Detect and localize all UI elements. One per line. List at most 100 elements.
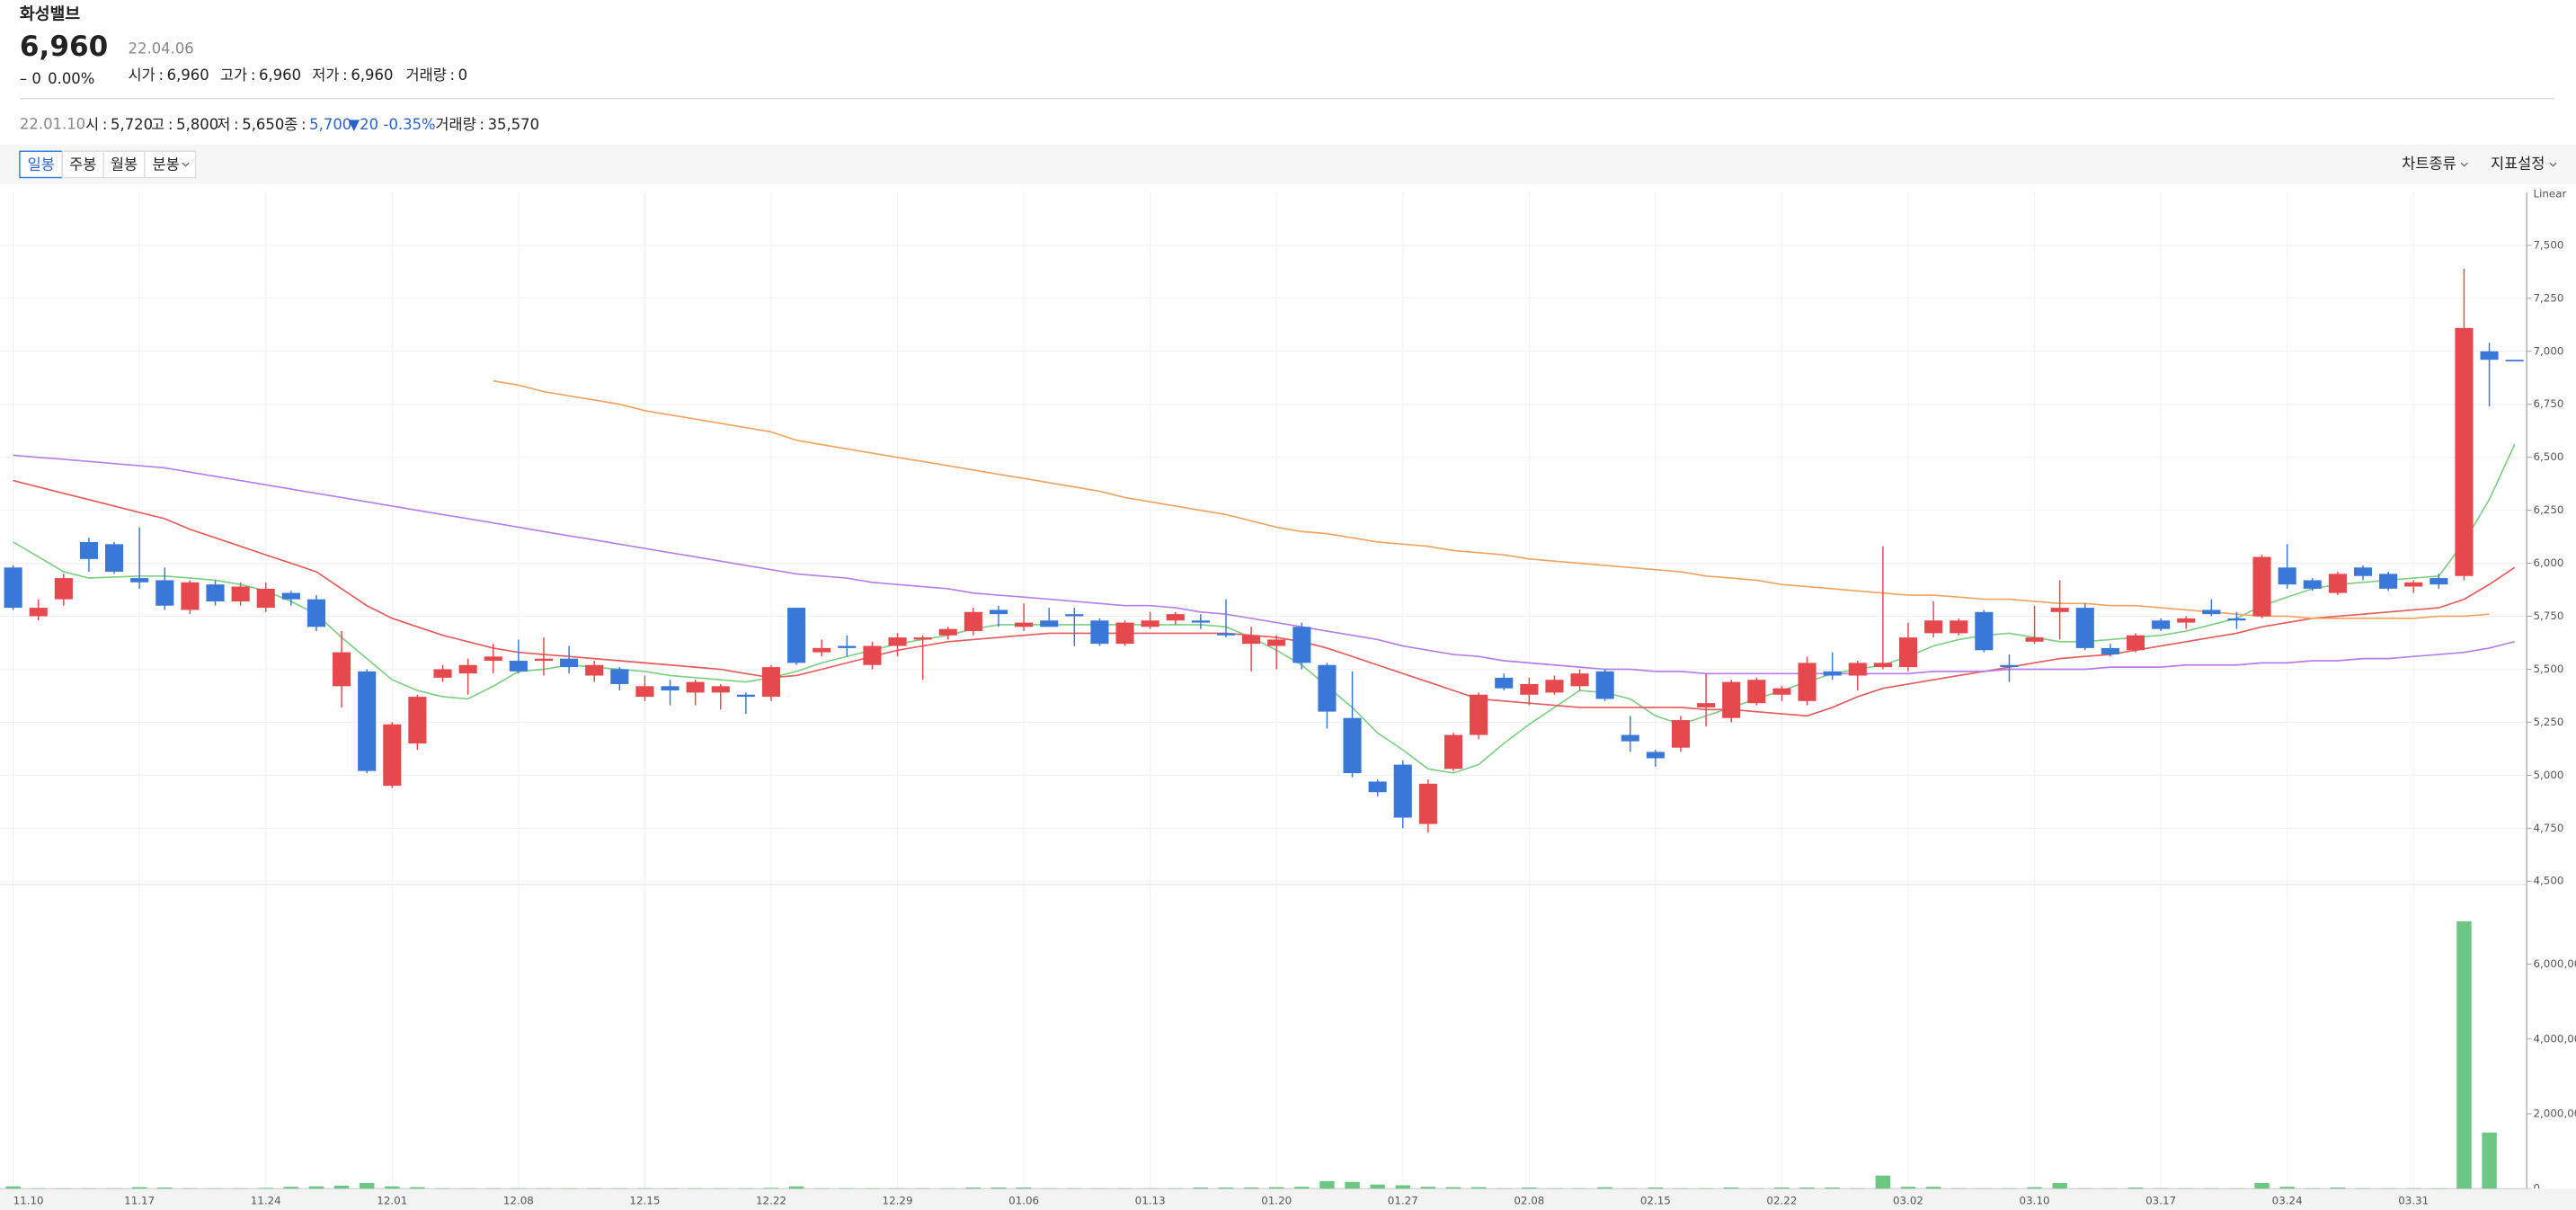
volume-bar	[1395, 1185, 1410, 1189]
candle-body	[256, 588, 275, 609]
candle-body	[1141, 620, 1159, 627]
price: 6,960	[20, 31, 108, 63]
period-label[interactable]: 주봉	[69, 156, 96, 173]
candle-body	[306, 599, 326, 627]
candle-body	[2000, 664, 2019, 668]
candle-body	[2227, 618, 2246, 621]
info-value: 5,800	[176, 115, 218, 132]
candle-body	[787, 608, 806, 663]
x-tick-label: 12.08	[503, 1194, 534, 1206]
info-sep: :	[479, 115, 484, 132]
candle-body	[1090, 620, 1109, 645]
candle-body	[838, 645, 857, 648]
date-axis-band	[0, 1188, 2576, 1210]
candle-body	[2379, 574, 2398, 589]
info-label: 고	[151, 115, 164, 132]
candle-body	[2353, 567, 2373, 576]
candle-body	[863, 645, 882, 665]
toolbar	[0, 144, 2576, 184]
info-item: 저:5,650	[217, 115, 284, 132]
volume-tick-label: 6,000,000	[2533, 957, 2576, 970]
menu-label[interactable]: 차트종류	[2402, 155, 2456, 172]
candle-body	[661, 686, 680, 691]
volume-tick-label: 4,000,000	[2533, 1032, 2576, 1045]
candle-body	[2025, 637, 2044, 642]
period-button[interactable]	[61, 150, 104, 179]
candle-body	[2505, 360, 2524, 362]
volume-bar	[788, 1186, 804, 1189]
volume-bar	[283, 1187, 299, 1189]
candle-body	[1798, 663, 1817, 701]
x-tick-label: 11.10	[13, 1194, 44, 1206]
candle-body	[534, 658, 554, 662]
candle-body	[1368, 781, 1387, 793]
volume-bar	[131, 1187, 147, 1189]
candle-body	[1950, 620, 1968, 634]
quote-item: 거래량:0	[405, 67, 467, 84]
info-value: 5,700	[309, 115, 351, 132]
x-tick-label: 03.10	[2020, 1194, 2050, 1206]
volume-bar	[1875, 1175, 1891, 1189]
candle-body	[1772, 688, 1791, 695]
volume-tick-label: 0	[2533, 1182, 2540, 1195]
volume-bar	[2456, 921, 2472, 1189]
x-tick-label: 02.08	[1514, 1194, 1544, 1206]
info-volume: 거래량:35,570	[435, 115, 539, 132]
volume-bar	[2027, 1187, 2042, 1189]
x-tick-label: 12.29	[883, 1194, 913, 1206]
y-tick-label: 4,750	[2533, 822, 2563, 834]
candle-body	[1671, 720, 1691, 748]
candle-body	[1040, 620, 1059, 627]
candle-body	[2050, 608, 2069, 612]
quote-date: 22.04.06	[129, 40, 194, 57]
info-change-value: ▼20	[348, 115, 378, 132]
info-date: 22.01.10	[20, 115, 85, 132]
menu-label[interactable]: 지표설정	[2491, 155, 2545, 172]
quote-value: 6,960	[259, 67, 301, 84]
chart: 4,500 4,750 5,000 5,250 5,500 5,750 6,000 6,250…	[0, 187, 2576, 1210]
volume-bar	[385, 1186, 400, 1189]
info-sep: :	[102, 115, 108, 132]
period-label[interactable]: 일봉	[28, 156, 55, 173]
volume-bar	[1470, 1187, 1487, 1189]
x-tick-label: 12.15	[629, 1194, 660, 1206]
candle-body	[2455, 327, 2474, 576]
candle-body	[4, 567, 22, 609]
quote-item: 저가:6,960	[312, 67, 393, 84]
quote-label: 고가	[220, 67, 247, 84]
y-tick-label: 5,250	[2533, 716, 2563, 728]
candle-body	[1393, 764, 1412, 818]
y-tick-label: 6,250	[2533, 503, 2563, 516]
candle-body	[408, 697, 427, 743]
candle-body	[79, 541, 99, 559]
stock-name: 화성밸브	[20, 4, 80, 23]
info-item: 고:5,800	[151, 115, 218, 132]
y-tick-label: 7,250	[2533, 291, 2563, 304]
candle-body	[181, 582, 200, 610]
candle-body	[281, 592, 300, 600]
volume-bar	[1268, 1187, 1284, 1189]
y-tick-label: 5,500	[2533, 663, 2563, 675]
info-change-pct: -0.35%	[384, 115, 436, 132]
candle-body	[1065, 614, 1084, 617]
period-label[interactable]: 분봉	[152, 156, 179, 173]
candle-body	[1418, 783, 1437, 824]
candle-body	[383, 724, 402, 787]
volume-bar	[2279, 1187, 2295, 1189]
candle-body	[813, 647, 831, 653]
info-volume-value: 35,570	[488, 115, 539, 132]
candle-body	[2075, 608, 2094, 648]
period-label[interactable]: 월봉	[111, 156, 138, 173]
candle-body	[686, 681, 705, 693]
volume-bar	[1370, 1184, 1385, 1189]
toolbar-buttons: 일봉 주봉 월봉 분봉 차트종류 지표설정	[19, 150, 2557, 179]
quote-item: 시가:6,960	[129, 67, 209, 84]
candle-body	[509, 661, 528, 672]
candle-body	[1545, 680, 1564, 693]
volume-bar	[1420, 1187, 1436, 1189]
candle-body	[736, 694, 755, 698]
x-tick-label: 03.31	[2398, 1194, 2429, 1206]
quote-sep: :	[342, 67, 348, 84]
candle-body	[888, 637, 907, 646]
